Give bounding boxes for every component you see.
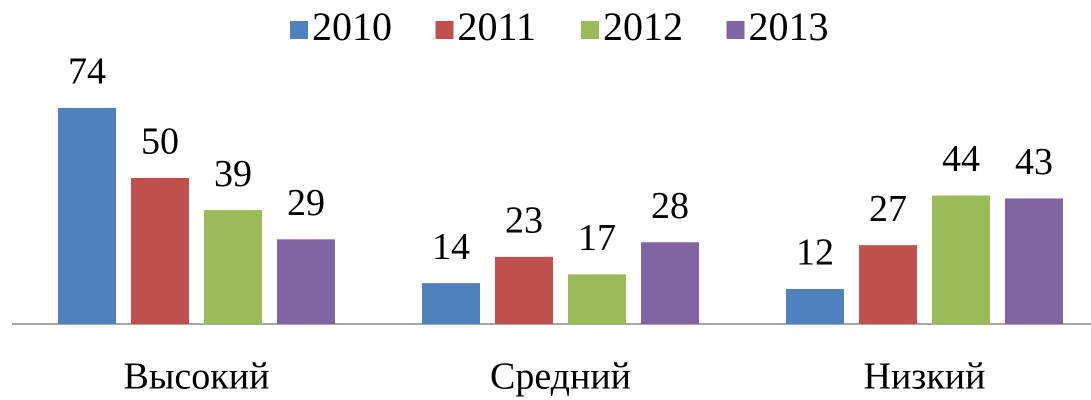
bar [859,245,917,324]
bar [568,274,626,324]
x-tick-label: Средний [490,356,631,398]
legend-label: 2010 [312,4,392,49]
data-label: 74 [68,51,106,93]
legend-swatch [290,21,308,39]
legend-swatch [726,21,745,39]
bar [422,283,480,324]
bar [495,256,553,324]
data-label: 50 [141,121,179,163]
bar [1005,198,1063,324]
bar [641,242,699,324]
data-label: 44 [942,138,980,180]
legend-label: 2011 [458,4,537,49]
bar [131,178,189,324]
data-label: 12 [796,232,834,274]
bar [786,288,844,324]
data-label: 39 [214,153,252,195]
legend-swatch [581,21,599,39]
x-tick-label: Низкий [864,356,986,398]
bar [204,210,262,324]
data-label: 27 [869,188,907,230]
data-label: 14 [432,226,470,268]
x-tick-label: Высокий [124,356,270,398]
legend-label: 2012 [603,4,683,49]
bar [932,195,990,324]
bar [58,107,116,324]
data-label: 29 [287,182,325,224]
legend-swatch [435,21,454,39]
data-label: 43 [1015,141,1053,183]
data-label: 17 [578,217,616,259]
data-label: 28 [651,185,689,227]
legend-label: 2013 [749,4,829,49]
data-label: 23 [505,200,543,242]
bar [277,239,335,324]
